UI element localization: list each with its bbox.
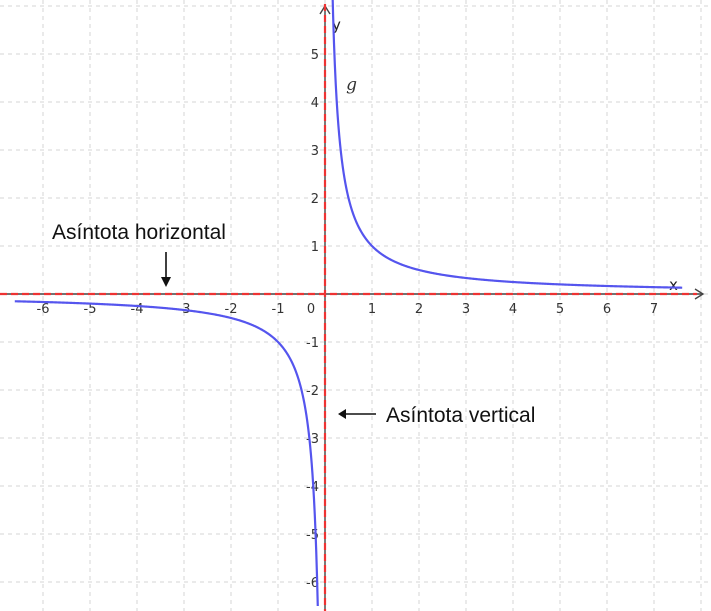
x-tick-label: -6 <box>37 302 50 317</box>
axes: xy <box>0 4 705 611</box>
x-tick-label: 6 <box>603 302 611 317</box>
asymptote-lines <box>0 4 697 611</box>
y-tick-label: 5 <box>311 48 319 63</box>
y-tick-label: 1 <box>311 240 319 255</box>
vertical-asymptote-arrowhead <box>338 409 346 419</box>
x-tick-label: 3 <box>462 302 470 317</box>
y-tick-label: 3 <box>311 144 319 159</box>
x-tick-label: -4 <box>131 302 144 317</box>
x-tick-label: 1 <box>368 302 376 317</box>
vertical-asymptote-label: Asíntota vertical <box>386 404 535 427</box>
horizontal-asymptote-arrowhead <box>161 277 171 287</box>
curve-layer: g <box>14 0 683 607</box>
x-axis-arrowhead <box>694 288 705 300</box>
horizontal-asymptote-label: Asíntota horizontal <box>52 221 226 244</box>
y-tick-label: -5 <box>306 528 319 543</box>
curve-g-left-branch <box>14 300 319 607</box>
y-tick-label: -6 <box>306 576 319 591</box>
curve-g-right-branch <box>331 0 683 289</box>
x-tick-label: 5 <box>556 302 564 317</box>
annotations: Asíntota horizontal Asíntota vertical <box>52 221 535 427</box>
x-tick-label: -2 <box>225 302 238 317</box>
x-tick-label: -5 <box>84 302 97 317</box>
y-tick-label: 2 <box>311 192 319 207</box>
y-tick-label: -1 <box>306 336 319 351</box>
y-axis-label: y <box>332 16 341 34</box>
x-tick-label: -1 <box>272 302 285 317</box>
x-tick-label: 0 <box>307 302 315 317</box>
x-tick-label: 4 <box>509 302 517 317</box>
y-tick-label: 4 <box>311 96 319 111</box>
x-tick-label: 2 <box>415 302 423 317</box>
x-tick-label: 7 <box>650 302 658 317</box>
function-name-label: g <box>346 75 357 95</box>
x-axis-label: x <box>669 276 678 294</box>
y-tick-label: -2 <box>306 384 319 399</box>
